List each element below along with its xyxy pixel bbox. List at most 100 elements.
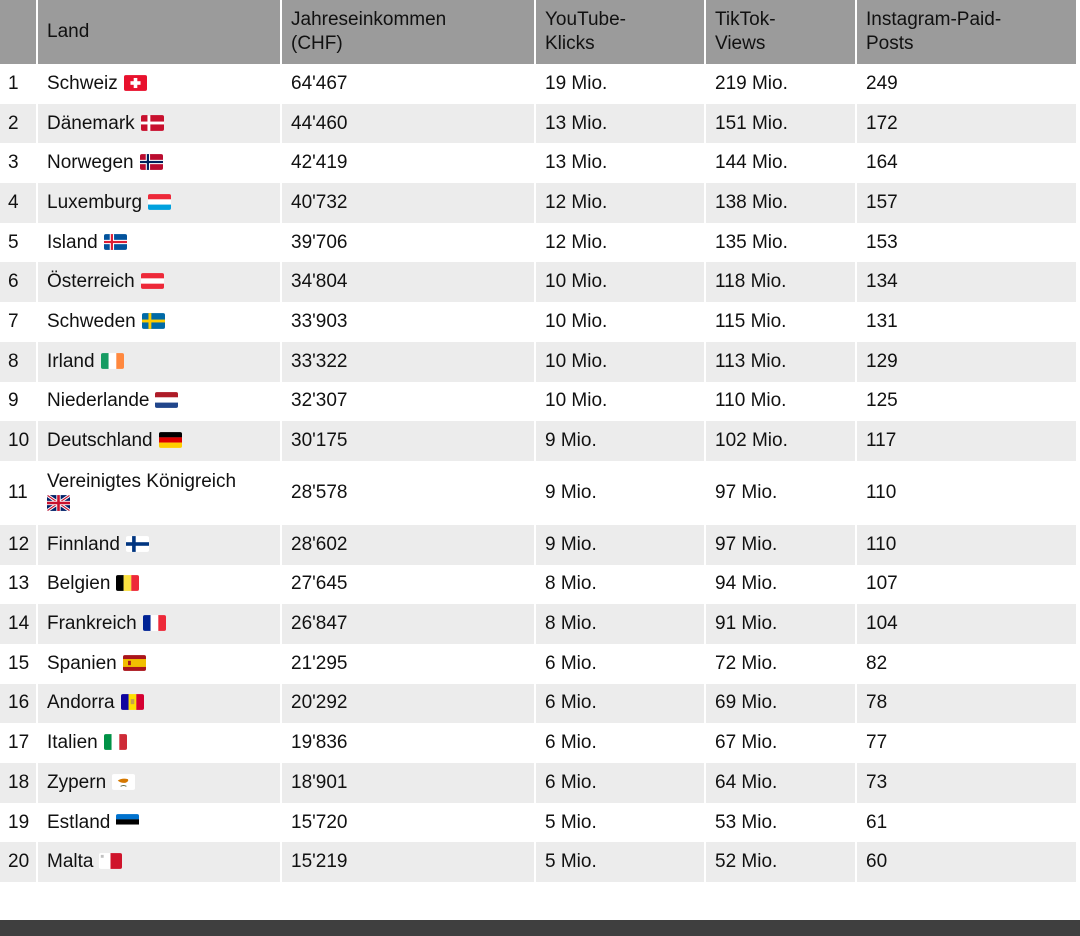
youtube-cell: 6 Mio. — [536, 683, 706, 724]
country-cell: Niederlande — [38, 381, 282, 422]
country-cell: Dänemark — [38, 103, 282, 144]
income-cell: 64'467 — [282, 64, 536, 104]
youtube-cell: 13 Mio. — [536, 103, 706, 144]
tiktok-cell: 135 Mio. — [706, 222, 857, 263]
table-row: 1 Schweiz 64'467 19 Mio. 219 Mio. 249 — [0, 64, 1078, 104]
table-row: 2 Dänemark 44'460 13 Mio. 151 Mio. 172 — [0, 103, 1078, 144]
income-cell: 40'732 — [282, 183, 536, 223]
country-name: Finnland — [47, 533, 120, 555]
tiktok-cell: 72 Mio. — [706, 643, 857, 684]
table-row: 15 Spanien 21'295 6 Mio. 72 Mio. 82 — [0, 643, 1078, 684]
country-cell: Luxemburg — [38, 183, 282, 223]
rank-cell: 17 — [0, 723, 38, 763]
table-row: 13 Belgien 27'645 8 Mio. 94 Mio. 107 — [0, 564, 1078, 605]
rank-cell: 6 — [0, 262, 38, 303]
rank-cell: 10 — [0, 421, 38, 461]
tiktok-cell: 144 Mio. — [706, 143, 857, 184]
youtube-cell: 6 Mio. — [536, 763, 706, 803]
flag-fr-icon — [142, 615, 166, 631]
tiktok-cell: 115 Mio. — [706, 302, 857, 342]
rank-cell: 16 — [0, 683, 38, 724]
country-name: Vereinigtes Königreich — [47, 470, 237, 492]
youtube-cell: 9 Mio. — [536, 524, 706, 565]
country-cell: Spanien — [38, 643, 282, 684]
table-row: 9 Niederlande 32'307 10 Mio. 110 Mio. 125 — [0, 381, 1078, 422]
flag-se-icon — [141, 313, 165, 329]
youtube-cell: 19 Mio. — [536, 64, 706, 104]
country-cell: Estland — [38, 802, 282, 843]
country-cell: Schweiz — [38, 64, 282, 104]
youtube-cell: 9 Mio. — [536, 460, 706, 525]
income-cell: 28'578 — [282, 460, 536, 525]
country-cell: Schweden — [38, 302, 282, 342]
tiktok-cell: 91 Mio. — [706, 604, 857, 644]
table-row: 7 Schweden 33'903 10 Mio. 115 Mio. 131 — [0, 302, 1078, 342]
flag-ee-icon — [116, 813, 140, 830]
instagram-cell: 78 — [857, 683, 1078, 724]
flag-at-icon — [140, 273, 164, 290]
income-cell: 33'903 — [282, 302, 536, 342]
flag-gb-icon — [47, 494, 70, 511]
youtube-cell: 6 Mio. — [536, 723, 706, 763]
income-cell: 15'219 — [282, 842, 536, 883]
rank-cell: 12 — [0, 524, 38, 565]
table-row: 18 Zypern 18'901 6 Mio. 64 Mio. 73 — [0, 763, 1078, 803]
income-cell: 26'847 — [282, 604, 536, 644]
rank-cell: 4 — [0, 183, 38, 223]
country-cell: Belgien — [38, 564, 282, 605]
tiktok-cell: 219 Mio. — [706, 64, 857, 104]
rank-cell: 18 — [0, 763, 38, 803]
tiktok-cell: 52 Mio. — [706, 842, 857, 883]
rank-cell: 14 — [0, 604, 38, 644]
country-cell: Island — [38, 222, 282, 263]
tiktok-cell: 102 Mio. — [706, 421, 857, 461]
header-youtube: YouTube- Klicks — [536, 0, 706, 64]
youtube-cell: 5 Mio. — [536, 842, 706, 883]
table-row: 4 Luxemburg 40'732 12 Mio. 138 Mio. 157 — [0, 183, 1078, 223]
tiktok-cell: 97 Mio. — [706, 460, 857, 525]
country-name: Luxemburg — [47, 191, 143, 213]
youtube-cell: 12 Mio. — [536, 222, 706, 263]
income-cell: 15'720 — [282, 802, 536, 843]
youtube-cell: 10 Mio. — [536, 381, 706, 422]
table-row: 11 Vereinigtes Königreich 28'578 9 Mio. 97 M… — [0, 460, 1078, 525]
tiktok-cell: 151 Mio. — [706, 103, 857, 144]
youtube-cell: 12 Mio. — [536, 183, 706, 223]
income-cell: 27'645 — [282, 564, 536, 605]
table-row: 17 Italien 19'836 6 Mio. 67 Mio. 77 — [0, 723, 1078, 763]
country-cell: Finnland — [38, 524, 282, 565]
header-instagram: Instagram-Paid- Posts — [857, 0, 1078, 64]
flag-nl-icon — [155, 392, 179, 409]
instagram-cell: 73 — [857, 763, 1078, 803]
flag-no-icon — [139, 154, 163, 171]
income-cell: 33'322 — [282, 341, 536, 382]
youtube-cell: 13 Mio. — [536, 143, 706, 184]
instagram-cell: 134 — [857, 262, 1078, 303]
header-income: Jahreseinkommen (CHF) — [282, 0, 536, 64]
income-cell: 21'295 — [282, 643, 536, 684]
income-cell: 44'460 — [282, 103, 536, 144]
flag-is-icon — [103, 233, 127, 250]
flag-it-icon — [103, 734, 127, 751]
youtube-cell: 10 Mio. — [536, 302, 706, 342]
country-cell: Zypern — [38, 763, 282, 803]
country-name: Malta — [47, 851, 94, 873]
income-cell: 39'706 — [282, 222, 536, 263]
youtube-cell: 5 Mio. — [536, 802, 706, 843]
table-row: 10 Deutschland 30'175 9 Mio. 102 Mio. 117 — [0, 421, 1078, 461]
table-row: 14 Frankreich 26'847 8 Mio. 91 Mio. 104 — [0, 604, 1078, 644]
flag-ie-icon — [100, 352, 124, 369]
income-cell: 34'804 — [282, 262, 536, 303]
ranking-table: Land Jahreseinkommen (CHF) YouTube- Klicks… — [0, 0, 1078, 883]
instagram-cell: 60 — [857, 842, 1078, 883]
instagram-cell: 107 — [857, 564, 1078, 605]
income-cell: 20'292 — [282, 683, 536, 724]
rank-cell: 5 — [0, 222, 38, 263]
flag-ad-icon — [120, 694, 144, 711]
income-cell: 32'307 — [282, 381, 536, 422]
instagram-cell: 172 — [857, 103, 1078, 144]
income-cell: 28'602 — [282, 524, 536, 565]
country-name: Schweiz — [47, 72, 118, 94]
rank-cell: 20 — [0, 842, 38, 883]
country-cell: Norwegen — [38, 143, 282, 184]
